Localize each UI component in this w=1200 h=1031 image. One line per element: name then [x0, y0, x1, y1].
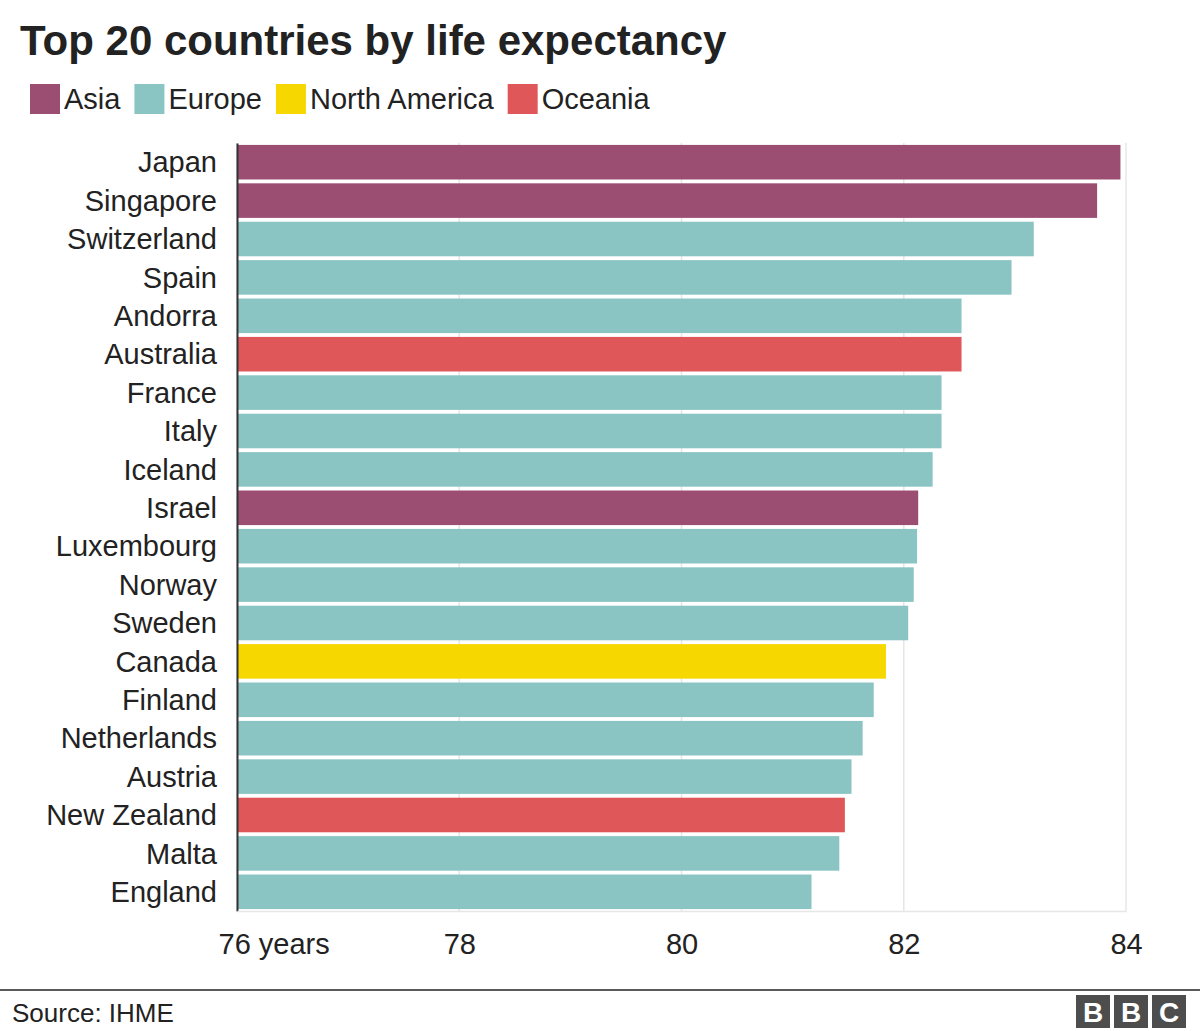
axis-line [238, 911, 1127, 913]
bar [237, 183, 1097, 218]
legend: Asia Europe North America Oceania [30, 83, 651, 115]
tick: 84 [1110, 928, 1142, 960]
tick: 78 [444, 928, 476, 960]
tick: Iceland [123, 454, 217, 486]
tick: Switzerland [67, 223, 217, 255]
tick-label: Spain [143, 262, 217, 294]
tick-label: Iceland [123, 454, 217, 486]
logo-text: BBC [1083, 997, 1179, 1028]
tick-label: Israel [146, 492, 217, 524]
bar [237, 222, 1034, 257]
tick-label: Austria [127, 761, 218, 793]
bar [237, 606, 908, 641]
legend-label: Asia [64, 83, 121, 115]
bar [237, 375, 942, 410]
legend-label: Europe [168, 83, 262, 115]
grid-line [1125, 143, 1127, 911]
tick: Austria [127, 761, 218, 793]
tick-label: Finland [122, 684, 217, 716]
tick-label: 78 [444, 928, 476, 960]
bar [237, 337, 962, 372]
tick-label: Japan [138, 146, 217, 178]
bar [237, 836, 839, 871]
tick-label: Norway [119, 569, 218, 601]
tick: Malta [146, 838, 218, 870]
tick-label: New Zealand [46, 799, 217, 831]
tick-label: Netherlands [61, 722, 217, 754]
tick: 82 [888, 928, 920, 960]
tick: Andorra [114, 300, 218, 332]
tick-label: Australia [104, 338, 218, 370]
bar [237, 414, 942, 449]
tick: Sweden [112, 607, 217, 639]
tick-label: Singapore [85, 185, 217, 217]
tick-label: Andorra [114, 300, 218, 332]
bar [237, 529, 917, 564]
tick: Luxembourg [56, 530, 217, 562]
bar [237, 491, 918, 526]
tick-label: Switzerland [67, 223, 217, 255]
bar [237, 145, 1120, 180]
axis-line [237, 144, 239, 912]
tick: Finland [122, 684, 217, 716]
category-axis: Japan Singapore Switzerland Spain Andorra Aus… [46, 144, 237, 912]
bar [237, 798, 845, 833]
legend-swatch [30, 84, 60, 114]
grid-line [903, 143, 905, 911]
tick-label: 76 years [219, 928, 330, 960]
tick-label: Canada [115, 646, 217, 678]
bar [237, 644, 886, 679]
bar [237, 567, 914, 602]
logo-box [1152, 995, 1186, 1028]
bar [237, 260, 1012, 295]
value-axis: 76 years 78 80 82 84 [219, 912, 1143, 960]
logo: BBC [1076, 995, 1186, 1028]
tick-label: 80 [666, 928, 698, 960]
tick: France [127, 377, 217, 409]
bar [237, 299, 962, 334]
tick-label: 82 [888, 928, 920, 960]
legend-swatch [134, 84, 164, 114]
grid-line [236, 143, 238, 911]
tick: Italy [164, 415, 218, 447]
tick: England [111, 876, 217, 908]
tick: Singapore [85, 185, 217, 217]
legend-swatch [508, 84, 538, 114]
bar [237, 759, 852, 794]
tick-label: 84 [1110, 928, 1142, 960]
tick-label: England [111, 876, 217, 908]
tick: Australia [104, 338, 218, 370]
tick: Netherlands [61, 722, 217, 754]
tick: 80 [666, 928, 698, 960]
bar [237, 875, 812, 910]
source: Source: IHME [12, 998, 174, 1028]
chart: Top 20 countries by life expectancy Asia E… [0, 0, 1200, 1031]
tick: Spain [143, 262, 217, 294]
grid-line [681, 143, 683, 911]
tick: 76 years [219, 928, 330, 960]
tick-label: Luxembourg [56, 530, 217, 562]
tick-label: Malta [146, 838, 218, 870]
legend-swatch [276, 84, 306, 114]
tick: Japan [138, 146, 217, 178]
grid-line [459, 143, 461, 911]
tick: New Zealand [46, 799, 217, 831]
footer-rule [0, 989, 1200, 991]
tick-label: Italy [164, 415, 218, 447]
logo-box [1114, 995, 1148, 1028]
legend-label: North America [310, 83, 495, 115]
tick-label: Sweden [112, 607, 217, 639]
legend-label: Oceania [542, 83, 651, 115]
bar [237, 683, 874, 718]
tick: Norway [119, 569, 218, 601]
bar [237, 721, 863, 756]
logo-box [1076, 995, 1110, 1028]
tick: Israel [146, 492, 217, 524]
grid [237, 143, 1126, 911]
tick: Canada [115, 646, 217, 678]
tick-label: France [127, 377, 217, 409]
bars [237, 145, 1120, 909]
bar [237, 452, 933, 487]
title: Top 20 countries by life expectancy [20, 17, 727, 64]
